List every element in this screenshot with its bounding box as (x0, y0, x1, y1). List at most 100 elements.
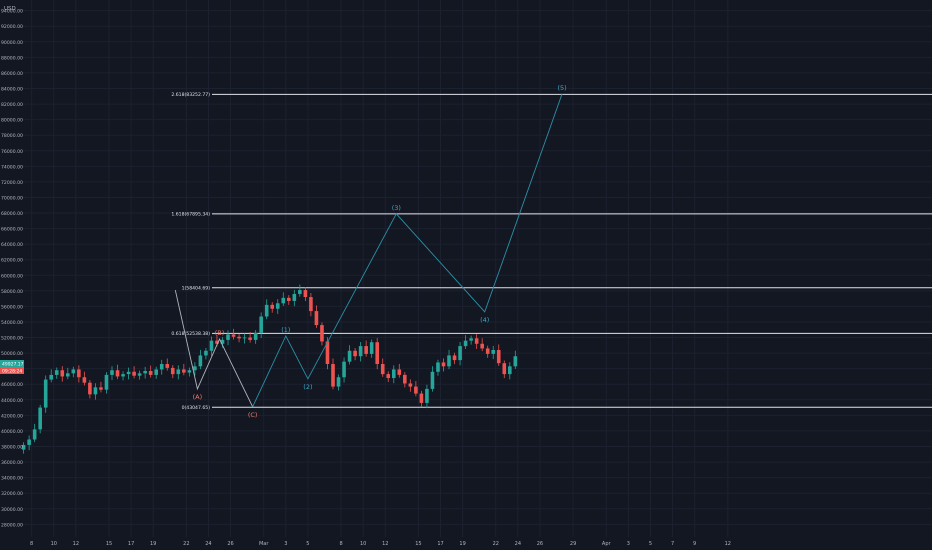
candle-body (93, 387, 98, 395)
x-tick-label: 10 (51, 541, 57, 547)
y-tick-label: 28000.00 (1, 522, 23, 528)
candle-body (298, 290, 302, 294)
elliott-wave-annotations[interactable]: (A) (B) (C) (1) (2) (3) (4) (5) (174, 84, 567, 419)
x-tick-label: 17 (128, 541, 134, 547)
x-tick-label: 8 (30, 541, 33, 547)
x-tick-label: 22 (183, 541, 189, 547)
fib-level-label: 0(43047.65) (182, 405, 211, 411)
impulse-wave-label: (3) (392, 204, 401, 212)
y-tick-label: 50000.00 (1, 351, 23, 357)
candle-body (364, 346, 368, 354)
y-tick-label: 60000.00 (1, 273, 23, 279)
candle-body (99, 387, 103, 390)
price-axis[interactable]: USD 28000.00 30000.00 32000.00 34000.00 3600… (1, 6, 23, 528)
x-tick-label: 5 (649, 541, 652, 547)
x-tick-label: 9 (693, 541, 696, 547)
candle-body (513, 356, 518, 367)
candle-body (480, 343, 484, 349)
y-tick-label: 36000.00 (1, 460, 23, 466)
impulse-wave-label: (4) (480, 316, 489, 324)
x-tick-label: 26 (537, 541, 543, 547)
y-tick-label: 52000.00 (1, 336, 23, 342)
currency-label: USD (4, 6, 16, 12)
candle-body (198, 355, 203, 367)
y-tick-label: 62000.00 (1, 258, 23, 264)
y-tick-label: 38000.00 (1, 445, 23, 451)
candle-body (425, 388, 429, 403)
candle-body (104, 374, 109, 390)
candle-body (281, 297, 286, 304)
y-tick-label: 46000.00 (1, 382, 23, 388)
y-tick-label: 64000.00 (1, 242, 23, 248)
fibonacci-levels[interactable]: 0(43047.65) 0.618(52538.38) 1(58404.69) 1.6… (171, 92, 932, 411)
candle-body (463, 340, 468, 347)
candle-body (121, 374, 125, 377)
candle-body (408, 383, 413, 387)
candle-body (342, 361, 346, 378)
fib-level-label: 2.618(83252.77) (171, 92, 210, 98)
x-tick-label: 10 (360, 541, 366, 547)
time-axis[interactable]: 8 10 12 15 17 19 22 24 26 Mar 3 5 8 10 12 15 17 19 22 24 26 2… (30, 541, 731, 547)
countdown-tag-bg (0, 367, 24, 374)
impulse-wave-label: (1) (281, 326, 290, 334)
candle-body (27, 439, 31, 445)
candle-body (375, 342, 379, 365)
candle-body (502, 363, 507, 375)
x-tick-label: 12 (725, 541, 731, 547)
candle-body (474, 338, 479, 344)
last-price-tag: 49927.17 09:28:24 (0, 360, 24, 375)
candle-body (242, 337, 247, 339)
y-tick-label: 78000.00 (1, 133, 23, 139)
last-price-value: 49927.17 (2, 362, 24, 368)
candle-body (441, 362, 446, 367)
x-tick-label: 3 (627, 541, 630, 547)
corrective-wave-path[interactable] (174, 289, 254, 408)
candle-body (430, 371, 435, 389)
candle-body (380, 364, 385, 375)
x-tick-label: 19 (459, 541, 465, 547)
y-tick-label: 86000.00 (1, 71, 23, 77)
candle-body (369, 342, 374, 354)
candle-body (237, 336, 241, 339)
x-tick-label: 15 (415, 541, 421, 547)
candle-body (110, 370, 114, 375)
candle-body (403, 374, 407, 384)
candle-body (397, 369, 402, 375)
y-tick-label: 34000.00 (1, 476, 23, 482)
y-tick-label: 40000.00 (1, 429, 23, 435)
x-tick-label: Apr (602, 541, 612, 547)
candle-body (187, 370, 192, 373)
y-tick-label: 72000.00 (1, 180, 23, 186)
x-tick-label: 24 (515, 541, 521, 547)
candle-body (391, 369, 396, 379)
x-tick-label: 12 (73, 541, 79, 547)
candle-body (231, 334, 236, 337)
y-tick-label: 68000.00 (1, 211, 23, 217)
y-tick-label: 56000.00 (1, 304, 23, 310)
candle-body (215, 340, 219, 344)
candle-body (132, 371, 136, 376)
candle-body (60, 370, 65, 377)
candle-body (436, 362, 440, 372)
y-tick-label: 90000.00 (1, 40, 23, 46)
candle-body (491, 349, 496, 354)
candle-body (154, 369, 158, 375)
candle-body (447, 355, 451, 367)
candle-body (32, 429, 37, 440)
x-tick-label: 8 (339, 541, 342, 547)
candle-body (458, 346, 462, 361)
y-tick-label: 58000.00 (1, 289, 23, 295)
candle-body (148, 371, 153, 375)
candle-body (353, 350, 357, 357)
candle-body (220, 339, 225, 344)
y-tick-label: 54000.00 (1, 320, 23, 326)
countdown-value: 09:28:24 (2, 369, 22, 375)
chart-grid (22, 0, 932, 537)
y-tick-label: 70000.00 (1, 195, 23, 201)
impulse-wave-path[interactable] (252, 93, 563, 407)
impulse-wave-label: (5) (557, 84, 566, 92)
y-tick-label: 92000.00 (1, 24, 23, 30)
candle-body (209, 340, 214, 351)
candle-body (309, 297, 313, 312)
